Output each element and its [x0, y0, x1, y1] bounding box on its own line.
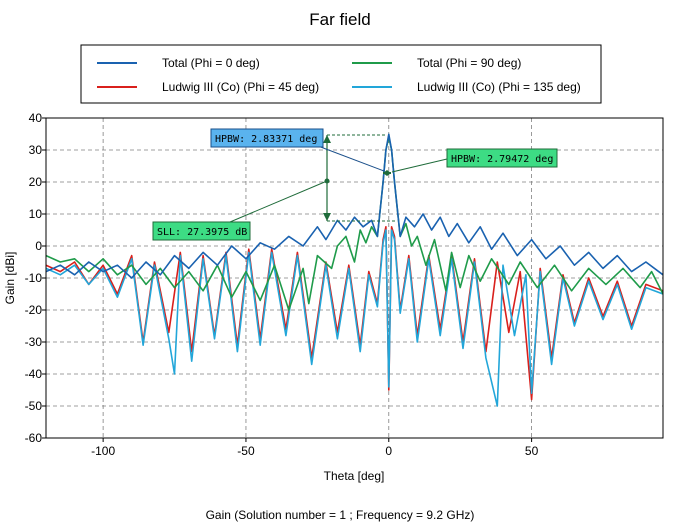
legend-label-total-phi-90: Total (Phi = 90 deg): [417, 56, 521, 70]
hpbw-phi0-label: HPBW: 2.83371 deg: [215, 134, 317, 145]
y-tick-label: -30: [25, 335, 43, 349]
y-tick-labels: 40 30 20 10 0 -10 -20 -30 -40 -50 -60: [25, 111, 46, 445]
sll-box: [152, 221, 251, 241]
x-tick-label: 50: [525, 444, 539, 458]
legend-label-total-phi-0: Total (Phi = 0 deg): [162, 56, 260, 70]
hpbw-phi0-leader: [317, 145, 385, 172]
chart-title: Far field: [309, 10, 370, 29]
hpbw-phi90-box: [446, 148, 558, 168]
hpbw-phi90-label: HPBW: 2.79472 deg: [451, 154, 553, 165]
hpbw-phi90-leader: [391, 158, 448, 173]
sll-arrow-top: [323, 135, 331, 143]
series-layer: [46, 133, 663, 407]
annotations: HPBW: 2.83371 deg HPBW: 2.79472 deg SLL:…: [152, 128, 558, 241]
hpbw-arrow-right: [387, 170, 391, 176]
y-axis-label: Gain [dBi]: [3, 252, 17, 305]
x-axis-label: Theta [deg]: [324, 469, 385, 483]
legend-label-ludwig-phi-135: Ludwig III (Co) (Phi = 135 deg): [417, 80, 581, 94]
legend-label-ludwig-phi-45: Ludwig III (Co) (Phi = 45 deg): [162, 80, 319, 94]
y-tick-label: -50: [25, 399, 43, 413]
series-line-ludwig-iii-co-phi-135-deg: [46, 229, 663, 407]
y-tick-label: 30: [29, 143, 43, 157]
hpbw-arrow-left: [383, 170, 387, 176]
hpbw-phi0-box: [210, 128, 324, 148]
chart-caption: Gain (Solution number = 1 ; Frequency = …: [206, 508, 475, 522]
x-tick-labels: -100 -50 0 50: [91, 438, 539, 458]
y-tick-label: 0: [35, 239, 42, 253]
x-tick-label: 0: [385, 444, 392, 458]
y-tick-label: 40: [29, 111, 43, 125]
y-tick-label: 10: [29, 207, 43, 221]
grid-lines: [46, 118, 663, 438]
y-tick-label: -60: [25, 431, 43, 445]
series-line-total-phi-0-deg: [46, 133, 663, 279]
legend: Total (Phi = 0 deg) Total (Phi = 90 deg)…: [80, 44, 602, 104]
y-tick-label: -10: [25, 271, 43, 285]
sll-arrow-bottom: [323, 213, 331, 221]
y-tick-label: -20: [25, 303, 43, 317]
legend-box: [80, 44, 602, 104]
x-tick-label: -50: [237, 444, 255, 458]
sll-leader: [229, 180, 328, 223]
sll-label: SLL: 27.3975 dB: [157, 227, 247, 238]
y-tick-label: -40: [25, 367, 43, 381]
y-tick-label: 20: [29, 175, 43, 189]
x-tick-label: -100: [91, 444, 115, 458]
